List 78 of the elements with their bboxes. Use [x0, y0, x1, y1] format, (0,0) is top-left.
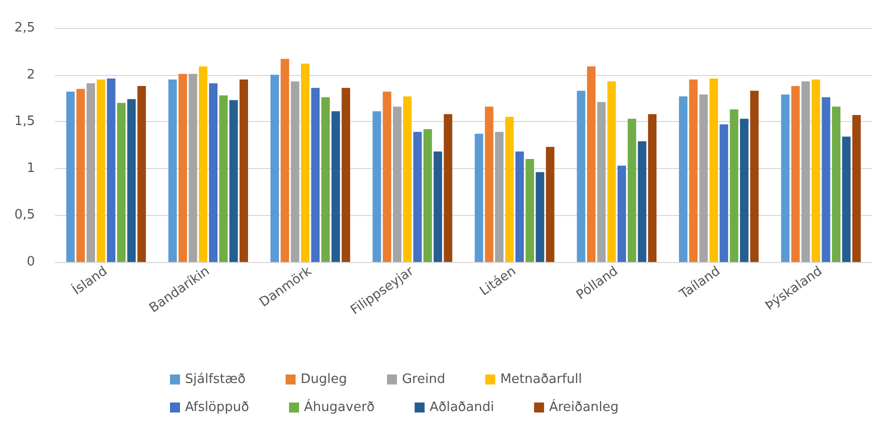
bar	[168, 79, 177, 262]
bar	[740, 118, 748, 262]
bar	[372, 111, 382, 262]
bar	[536, 172, 544, 262]
bar	[240, 79, 248, 262]
legend-label: Metnaðarfull	[500, 372, 582, 387]
bar	[750, 90, 759, 262]
bar	[321, 97, 330, 262]
bar	[270, 74, 279, 262]
bar	[219, 95, 228, 262]
bar	[127, 99, 136, 262]
bar	[413, 132, 422, 262]
bar	[638, 141, 646, 262]
bar	[587, 66, 596, 262]
bar	[730, 109, 738, 262]
legend-label: Áreiðanleg	[549, 398, 619, 415]
bar	[300, 64, 310, 262]
bar	[812, 79, 820, 262]
bar	[444, 114, 452, 262]
bar	[842, 136, 851, 262]
bar	[720, 124, 728, 262]
bar	[290, 81, 300, 262]
bar	[699, 94, 708, 262]
bar	[689, 79, 698, 262]
bar	[484, 106, 494, 262]
bar	[311, 88, 320, 262]
bar	[382, 92, 392, 262]
bar	[791, 86, 800, 262]
bar	[96, 79, 106, 262]
bar	[229, 100, 238, 262]
bar	[618, 166, 626, 262]
bar	[474, 134, 484, 262]
y-tick-label: 1,5	[14, 114, 35, 130]
bar	[801, 81, 810, 262]
bar	[198, 66, 208, 262]
y-tick-label: 1	[26, 160, 35, 176]
bar	[832, 106, 840, 262]
bar	[178, 74, 187, 262]
legend-label: Aðlaðandi	[430, 400, 494, 415]
bar	[648, 114, 657, 262]
bar	[280, 58, 290, 262]
bar	[392, 106, 402, 262]
legend-label: Dugleg	[300, 372, 347, 387]
bar	[597, 102, 606, 262]
bar	[515, 152, 524, 262]
legend-label: Sjálfstæð	[185, 372, 246, 387]
bar	[137, 86, 146, 262]
bar	[403, 96, 412, 262]
y-tick-label: 0	[26, 254, 35, 270]
y-tick-label: 2,5	[14, 20, 35, 36]
bar	[188, 74, 198, 262]
bar	[434, 152, 442, 262]
y-tick-label: 0,5	[14, 208, 35, 223]
bar	[781, 94, 790, 262]
legend-label: Greind	[402, 372, 446, 387]
bar	[423, 129, 432, 262]
bar	[76, 88, 85, 262]
bar	[332, 111, 340, 262]
bar	[495, 132, 504, 262]
bar	[526, 159, 534, 262]
bar	[209, 83, 218, 262]
bar	[66, 92, 75, 262]
bar	[86, 83, 96, 262]
y-tick-label: 2	[26, 67, 35, 82]
bar	[607, 81, 616, 262]
legend-label: Áhugaverð	[304, 398, 375, 415]
bar	[117, 102, 126, 262]
bar	[546, 146, 554, 262]
bar	[822, 97, 830, 262]
bar	[628, 118, 636, 262]
legend-label: Afslöppuð	[185, 400, 250, 415]
bar	[106, 78, 116, 262]
bar	[342, 88, 350, 262]
bar	[678, 96, 688, 262]
bar	[576, 90, 586, 262]
bar	[505, 116, 514, 262]
bar	[852, 115, 861, 262]
bar	[709, 78, 718, 262]
